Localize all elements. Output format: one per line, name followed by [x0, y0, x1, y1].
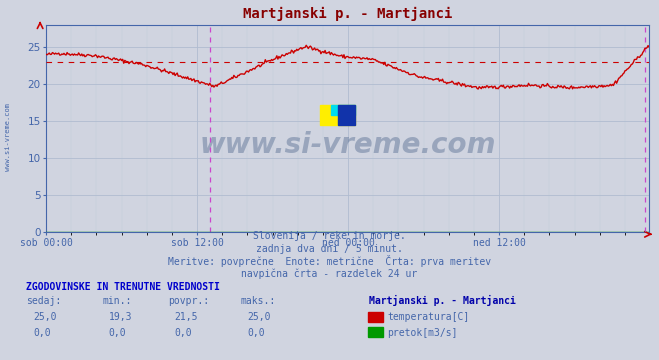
- Text: pretok[m3/s]: pretok[m3/s]: [387, 328, 458, 338]
- Text: 25,0: 25,0: [247, 312, 271, 323]
- Text: 0,0: 0,0: [247, 328, 265, 338]
- Text: ZGODOVINSKE IN TRENUTNE VREDNOSTI: ZGODOVINSKE IN TRENUTNE VREDNOSTI: [26, 282, 220, 292]
- Text: www.si-vreme.com: www.si-vreme.com: [5, 103, 11, 171]
- Text: Meritve: povprečne  Enote: metrične  Črta: prva meritev: Meritve: povprečne Enote: metrične Črta:…: [168, 255, 491, 267]
- Text: temperatura[C]: temperatura[C]: [387, 312, 470, 323]
- Text: sedaj:: sedaj:: [26, 296, 61, 306]
- Text: www.si-vreme.com: www.si-vreme.com: [200, 131, 496, 159]
- Text: maks.:: maks.:: [241, 296, 275, 306]
- Bar: [338, 105, 355, 125]
- Text: 0,0: 0,0: [175, 328, 192, 338]
- Text: zadnja dva dni / 5 minut.: zadnja dva dni / 5 minut.: [256, 244, 403, 254]
- Bar: [320, 105, 355, 125]
- Text: 0,0: 0,0: [33, 328, 51, 338]
- Text: Martjanski p. - Martjanci: Martjanski p. - Martjanci: [369, 295, 516, 306]
- Text: povpr.:: povpr.:: [168, 296, 209, 306]
- Text: 19,3: 19,3: [109, 312, 132, 323]
- Title: Martjanski p. - Martjanci: Martjanski p. - Martjanci: [243, 7, 452, 21]
- Text: min.:: min.:: [102, 296, 132, 306]
- Text: 21,5: 21,5: [175, 312, 198, 323]
- Text: Slovenija / reke in morje.: Slovenija / reke in morje.: [253, 231, 406, 242]
- Text: navpična črta - razdelek 24 ur: navpična črta - razdelek 24 ur: [241, 269, 418, 279]
- Text: 25,0: 25,0: [33, 312, 57, 323]
- Bar: [331, 105, 355, 115]
- Text: 0,0: 0,0: [109, 328, 127, 338]
